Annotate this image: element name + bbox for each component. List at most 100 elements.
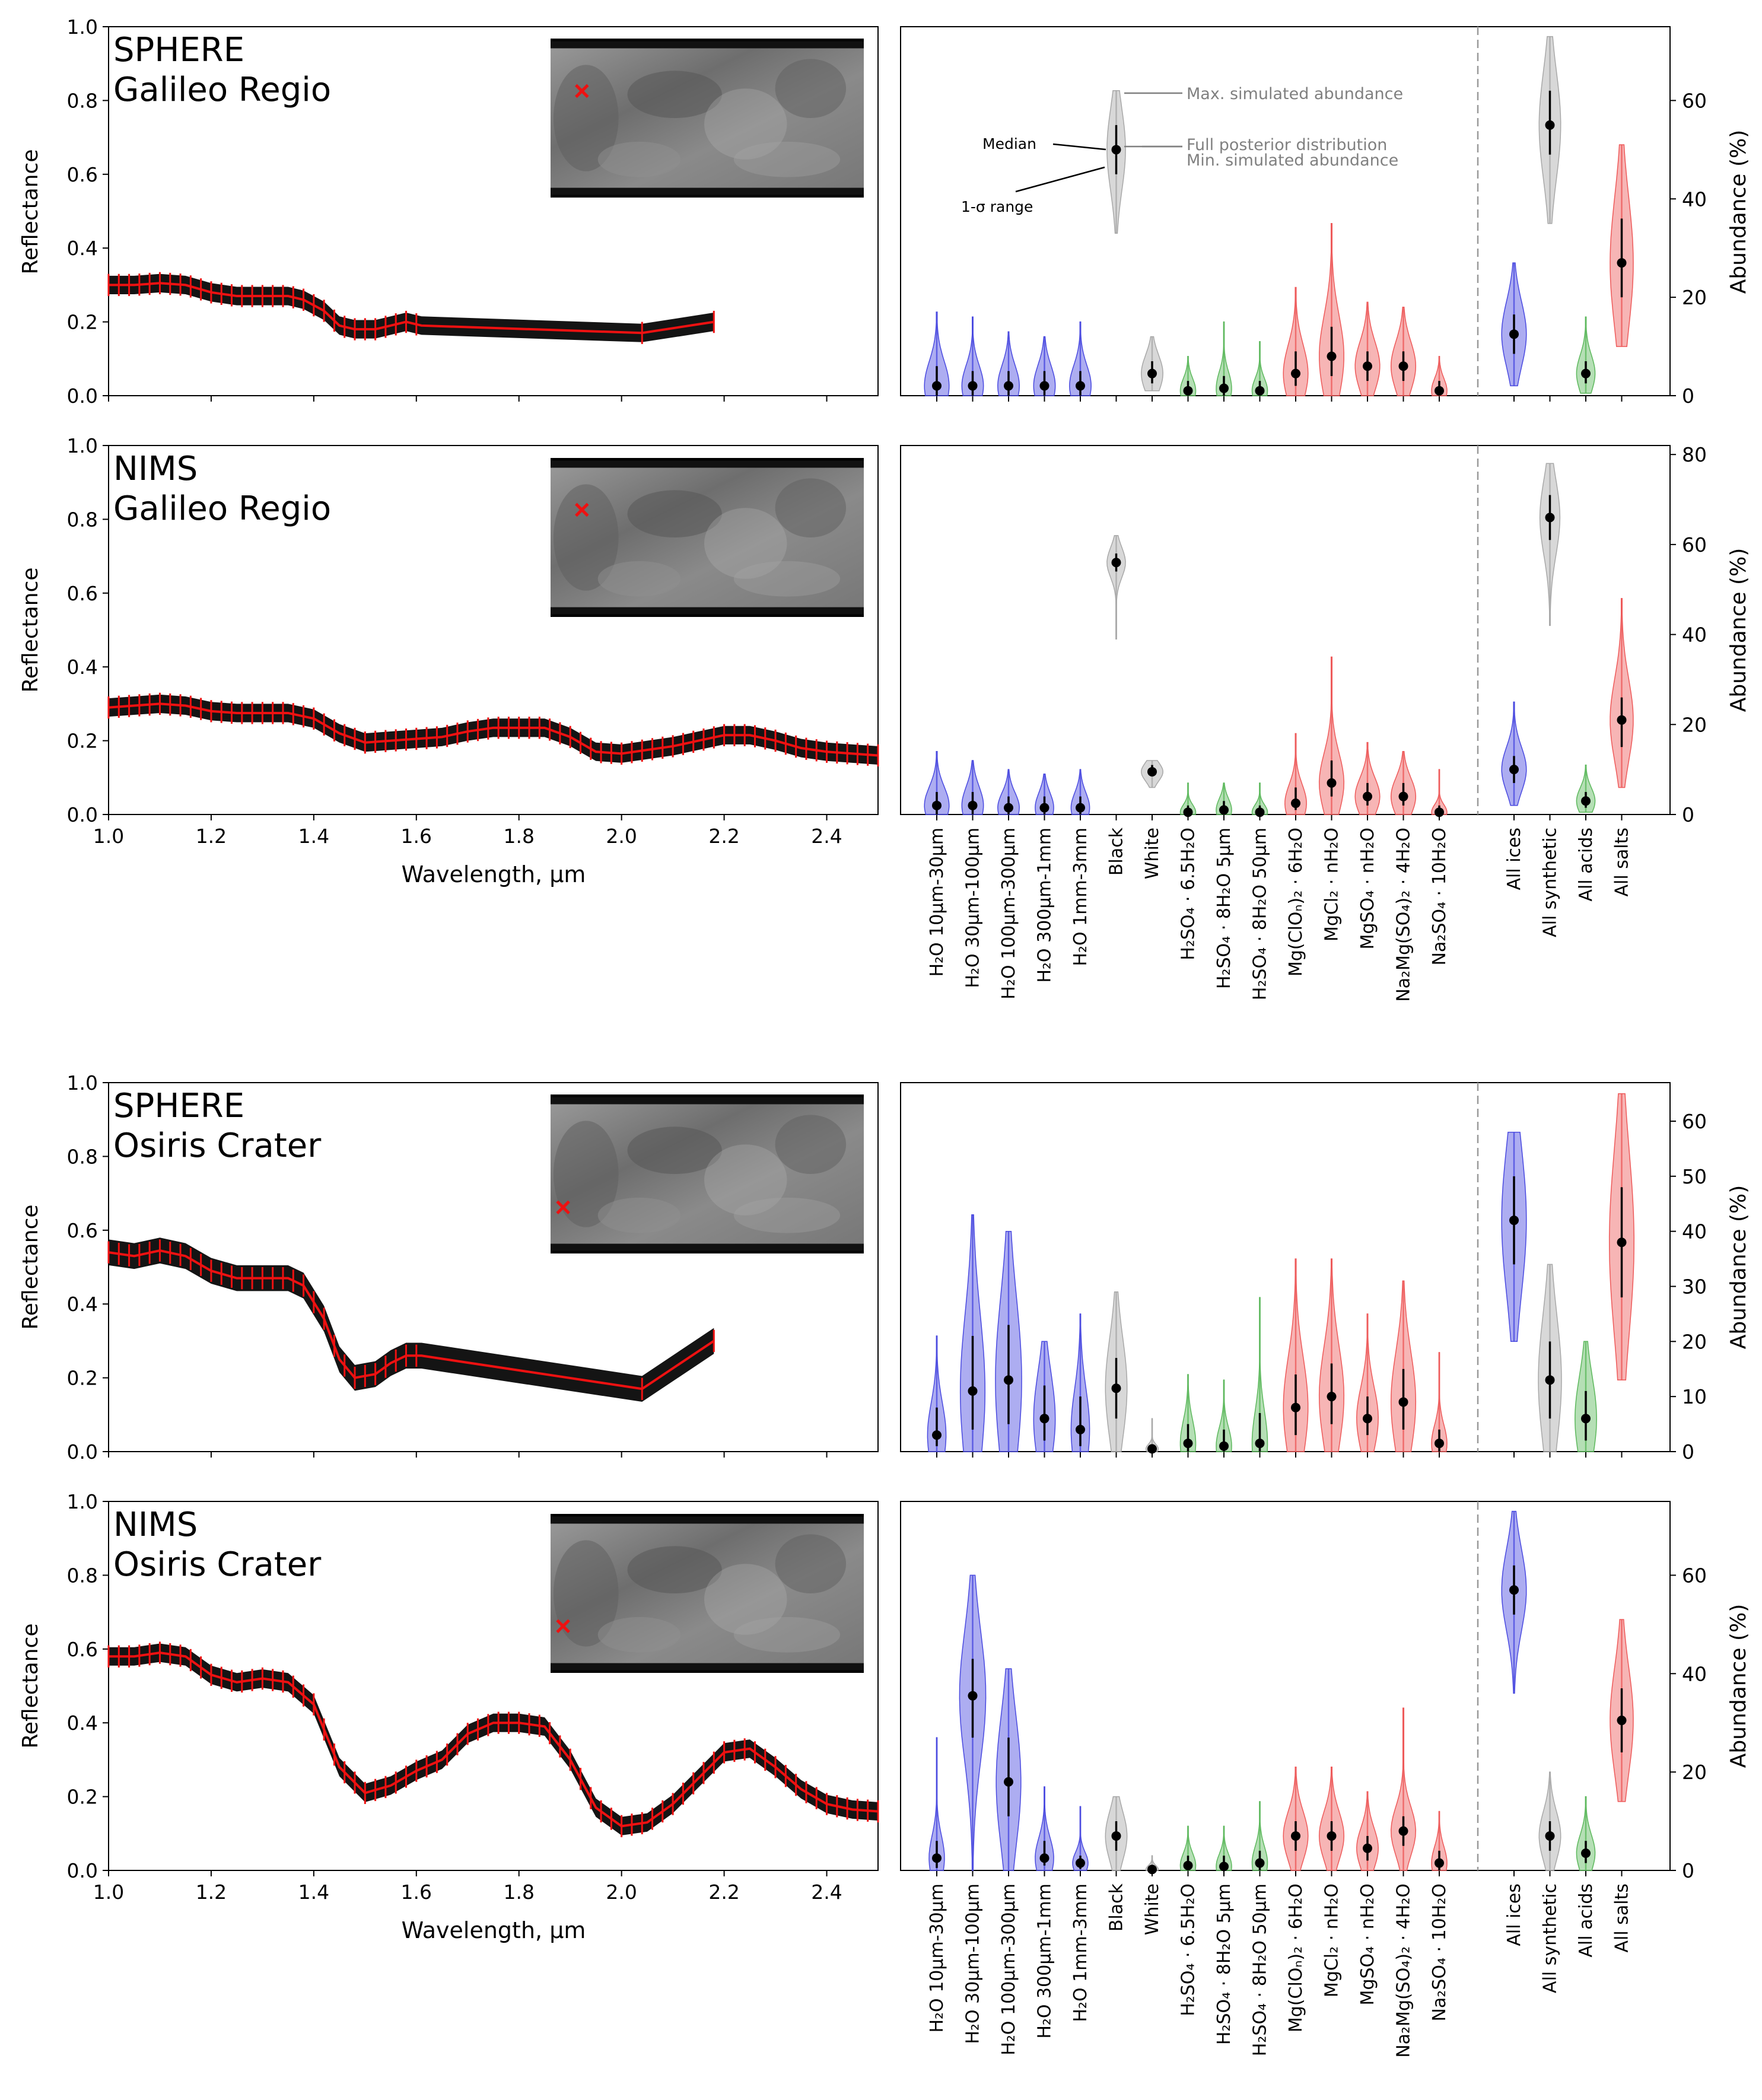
median-dot: [1183, 386, 1193, 396]
median-dot: [1617, 715, 1627, 725]
median-dot: [1581, 1414, 1591, 1424]
violin: [1283, 1767, 1309, 1871]
violin-body: [924, 751, 950, 815]
category-label: Mg(ClOₙ)₂ · 6H₂O: [1286, 828, 1306, 976]
median-dot: [1255, 1439, 1265, 1449]
violin-total: [1501, 701, 1527, 806]
spectrum-panel-sphere-osiris: 0.00.20.40.60.81.0 SPHERE Osiris Crater …: [18, 1071, 879, 1463]
violin-body: [1431, 1352, 1448, 1452]
spectrum-panel-nims-galileo: 1.0 1.2 1.4 1.6 1.8 2.0 2.2 2.4 0.0 0.2 0.4 0.6 0.8 1…: [18, 434, 879, 887]
y-tick-label: 30: [1682, 1275, 1707, 1298]
category-label: H₂O 100µm-300µm: [998, 828, 1019, 1000]
y-tick-label: 50: [1682, 1165, 1707, 1188]
violin: [961, 760, 984, 815]
map-inset: [551, 1514, 864, 1673]
y-tick-label: 0.2: [67, 1786, 98, 1809]
median-dot: [1039, 381, 1049, 391]
median-dot: [1255, 386, 1265, 396]
violin-body: [997, 769, 1020, 815]
y-tick-label: 0.2: [67, 311, 98, 334]
panel-label: NIMS: [113, 450, 198, 488]
category-label: Na₂SO₄ · 10H₂O: [1429, 1883, 1450, 2022]
median-dot: [1617, 1237, 1627, 1248]
violin: [928, 1737, 945, 1871]
median-dot: [1509, 765, 1519, 775]
violin-body: [1106, 534, 1126, 639]
median-dot: [1545, 120, 1555, 130]
total-label: All salts: [1612, 1883, 1633, 1952]
violin: [1145, 1855, 1159, 1875]
y-tick-label: 60: [1682, 533, 1707, 556]
x-tick-label: 1.6: [401, 1881, 432, 1904]
violin-body: [1539, 463, 1561, 626]
violin-body: [1179, 782, 1197, 815]
y-tick-label: 0.0: [67, 1859, 98, 1882]
row-nims-galileo: 1.0 1.2 1.4 1.6 1.8 2.0 2.2 2.4 0.0 0.2 0.4 0.6 0.8 1…: [18, 434, 1751, 1002]
median-dot: [1363, 1843, 1372, 1853]
violin-total: [1501, 1510, 1527, 1694]
median-dot: [1004, 803, 1013, 813]
y-tick-label: 0.4: [67, 656, 98, 679]
y-tick-label: 1.0: [67, 434, 98, 457]
violin: [1069, 321, 1092, 396]
category-label: Na₂SO₄ · 10H₂O: [1429, 828, 1450, 966]
median-dot: [1183, 807, 1193, 817]
marker-stroke: [556, 1200, 570, 1215]
x-tick-label: 1.8: [503, 1881, 534, 1904]
violin-body: [927, 1335, 947, 1452]
y-tick-label: 0.0: [67, 384, 98, 408]
category-label: MgCl₂ · nH₂O: [1322, 828, 1343, 941]
map-inset: [551, 458, 864, 617]
category-label: H₂O 100µm-300µm: [998, 1883, 1019, 2056]
median-dot: [1435, 1858, 1444, 1868]
violin-body: [1251, 1297, 1268, 1452]
category-labels: H₂O 10µm-30µm H₂O 30µm-100µm H₂O 100µm-300…: [927, 1883, 1633, 2057]
x-tick-label: 1.4: [298, 825, 329, 848]
y-axis-label: Reflectance: [18, 1623, 43, 1748]
violin-panel-sphere-osiris: 0 10 20 30 40 50 60 Abundance (%): [900, 1082, 1751, 1463]
category-label: H₂O 30µm-100µm: [963, 828, 984, 988]
violin: [1033, 336, 1056, 396]
violin-body: [1318, 1258, 1345, 1452]
x-tick-label: 2.4: [811, 825, 842, 848]
violin-body: [1033, 336, 1056, 396]
violin-total: [1610, 1619, 1634, 1802]
y-axis-label: Reflectance: [18, 1204, 43, 1329]
violin-body: [1390, 751, 1417, 815]
violin-body: [1318, 1767, 1345, 1871]
median-dot: [968, 381, 978, 391]
row-sphere-galileo: 0.00.20.40.60.81.0 SPHERE Galileo Regio …: [18, 15, 1751, 408]
violin-body: [1610, 598, 1634, 788]
violin-body: [1072, 1806, 1089, 1871]
observed-spectrum-line: [108, 702, 879, 757]
map-inset: [551, 39, 864, 198]
violin: [1390, 1707, 1417, 1871]
category-label: MgCl₂ · nH₂O: [1322, 1883, 1343, 1997]
median-dot: [1219, 1441, 1229, 1451]
y-tick-label: 0.6: [67, 163, 98, 186]
violin: [1072, 1806, 1089, 1871]
violin: [1318, 1258, 1345, 1452]
violin-body: [1283, 287, 1309, 396]
category-label: H₂O 300µm-1mm: [1035, 1883, 1055, 2039]
y-tick-label: 0.6: [67, 582, 98, 605]
violin-total: [1610, 598, 1634, 788]
violin-body: [1251, 1801, 1268, 1871]
median-dot: [1111, 558, 1121, 568]
violin: [1105, 1796, 1128, 1871]
median-dot: [932, 1853, 942, 1863]
y-tick-label: 0.2: [67, 730, 98, 753]
median-dot: [1327, 351, 1337, 361]
model-spectra-band: [109, 273, 714, 342]
x-tick-label: 1.8: [503, 825, 534, 848]
median-dot: [1111, 1831, 1121, 1841]
y-axis-label: Abundance (%): [1726, 548, 1751, 712]
y-tick-label: 0.8: [67, 1145, 98, 1168]
violin-body: [1179, 1374, 1197, 1452]
violin-body: [1319, 222, 1344, 396]
y-tick-label: 20: [1682, 713, 1707, 736]
median-dot: [1291, 1831, 1300, 1841]
median-dot: [1076, 1858, 1085, 1868]
category-label: White: [1142, 1883, 1163, 1935]
